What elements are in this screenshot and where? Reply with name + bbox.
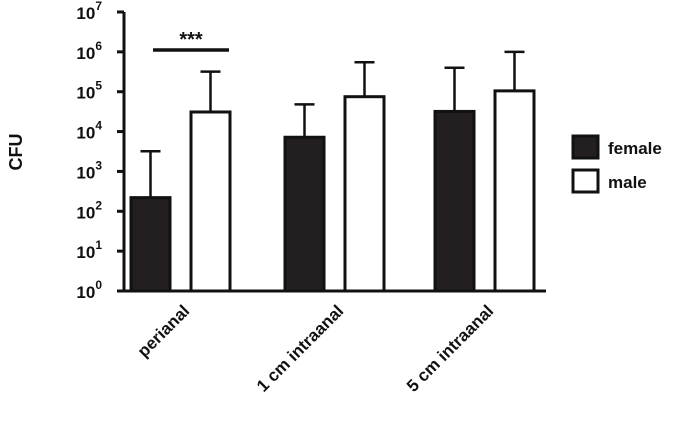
legend-swatch-male	[571, 168, 600, 194]
bar-female	[283, 135, 326, 293]
legend-label: female	[608, 139, 662, 158]
y-tick-label: 101	[76, 238, 102, 262]
y-tick-label: 105	[76, 79, 102, 103]
legend-label: male	[608, 173, 647, 192]
bar-female	[129, 196, 172, 293]
x-tick-label: 5 cm intraanal	[403, 301, 497, 395]
y-tick-label: 102	[76, 198, 102, 222]
significance-label: ***	[179, 29, 203, 51]
y-tick-label: 100	[76, 278, 102, 302]
bar-male	[343, 95, 386, 293]
bar-male	[189, 110, 232, 293]
x-tick-label: 1 cm intraanal	[253, 301, 347, 395]
y-tick-label: 103	[76, 158, 102, 182]
x-tick-label: perianal	[134, 301, 194, 361]
bar-male	[493, 89, 536, 293]
y-axis-label: CFU	[6, 134, 26, 171]
y-tick-label: 107	[76, 0, 102, 23]
bar-female	[433, 109, 476, 293]
y-tick-label: 106	[76, 39, 102, 63]
y-tick-label: 104	[76, 119, 102, 143]
legend-swatch-female	[571, 134, 600, 160]
